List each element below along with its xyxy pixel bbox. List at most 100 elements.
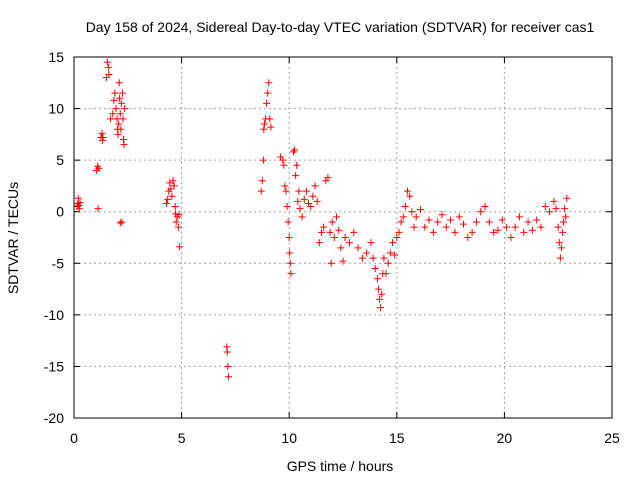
data-point: [369, 254, 377, 262]
data-point: [481, 203, 489, 211]
y-tick-label: 10: [48, 101, 64, 117]
data-point: [224, 362, 232, 370]
data-point: [464, 234, 472, 241]
data-point: [258, 177, 266, 185]
data-point: [279, 156, 287, 164]
y-tick-label: 5: [56, 152, 64, 168]
data-point: [76, 198, 84, 206]
data-point: [358, 254, 366, 262]
data-point: [494, 226, 502, 234]
data-point: [373, 275, 381, 283]
data-point: [99, 133, 107, 141]
data-point: [561, 205, 569, 213]
data-point: [317, 228, 325, 236]
data-point: [416, 206, 424, 214]
data-point: [104, 63, 112, 71]
y-axis-label: SDTVAR / TECUs: [5, 182, 21, 294]
data-point: [515, 213, 523, 221]
data-point: [169, 177, 177, 185]
data-point: [511, 223, 519, 231]
data-point: [472, 218, 480, 226]
data-point: [546, 208, 554, 216]
data-point: [172, 218, 180, 226]
data-point: [286, 259, 294, 267]
chart-title: Day 158 of 2024, Sidereal Day-to-day VTE…: [86, 19, 595, 35]
data-point: [298, 213, 306, 221]
data-point: [406, 192, 414, 200]
y-tick-label: 15: [48, 49, 64, 65]
data-point: [121, 105, 129, 113]
x-tick-label: 0: [70, 430, 78, 446]
data-point: [520, 228, 528, 236]
data-point: [345, 239, 353, 247]
plot-frame: [73, 56, 613, 419]
data-point: [118, 218, 126, 226]
data-point: [302, 187, 310, 195]
data-point: [118, 89, 126, 97]
data-point: [339, 257, 347, 265]
data-point: [442, 223, 450, 231]
data-point: [386, 249, 394, 257]
data-point: [115, 120, 123, 128]
axis-ticks: 0 5 10 15 20 25 -20 -15 -10 -5 0 5 10 15: [44, 49, 620, 446]
data-point: [384, 259, 392, 267]
data-point: [113, 115, 121, 123]
data-point: [326, 228, 334, 236]
data-point: [371, 264, 379, 272]
data-point: [281, 182, 289, 190]
data-point: [341, 234, 349, 241]
data-point: [412, 213, 420, 221]
x-tick-label: 5: [178, 430, 186, 446]
data-point: [74, 194, 82, 202]
data-point: [175, 211, 183, 219]
data-point: [280, 161, 288, 169]
data-point: [116, 219, 124, 227]
data-point: [287, 270, 295, 278]
data-point: [421, 223, 429, 231]
data-point: [257, 187, 265, 195]
data-point: [451, 228, 459, 236]
data-point: [507, 234, 515, 241]
data-point: [294, 197, 302, 205]
data-point: [350, 228, 358, 236]
data-point: [307, 203, 315, 211]
data-point: [425, 216, 433, 224]
data-point: [75, 205, 83, 213]
data-point: [328, 218, 336, 226]
data-point: [377, 304, 385, 312]
data-point: [391, 251, 399, 259]
data-point: [555, 239, 563, 247]
data-point: [552, 205, 560, 213]
y-tick-label: -10: [44, 307, 64, 323]
data-point: [460, 220, 468, 228]
data-point: [563, 194, 571, 202]
data-point: [562, 213, 570, 221]
data-point: [98, 137, 106, 145]
data-point: [354, 244, 362, 252]
data-point: [120, 141, 128, 149]
data-point: [103, 58, 111, 66]
data-point: [367, 239, 375, 247]
data-point: [94, 205, 102, 213]
data-point: [293, 161, 301, 169]
data-point: [168, 192, 176, 200]
x-tick-label: 15: [389, 430, 405, 446]
data-point: [172, 210, 180, 218]
data-point: [264, 89, 272, 97]
data-point: [285, 234, 293, 241]
data-point: [109, 110, 117, 118]
data-point: [503, 223, 511, 231]
data-point: [376, 295, 384, 303]
data-point: [401, 203, 409, 211]
data-point: [468, 228, 476, 236]
data-point: [313, 197, 321, 205]
data-point: [388, 239, 396, 247]
data-point: [434, 218, 442, 226]
data-point: [315, 239, 323, 247]
data-point: [528, 226, 536, 234]
data-point: [397, 218, 405, 226]
data-point: [498, 216, 506, 224]
data-point: [112, 105, 120, 113]
data-point: [98, 129, 106, 137]
